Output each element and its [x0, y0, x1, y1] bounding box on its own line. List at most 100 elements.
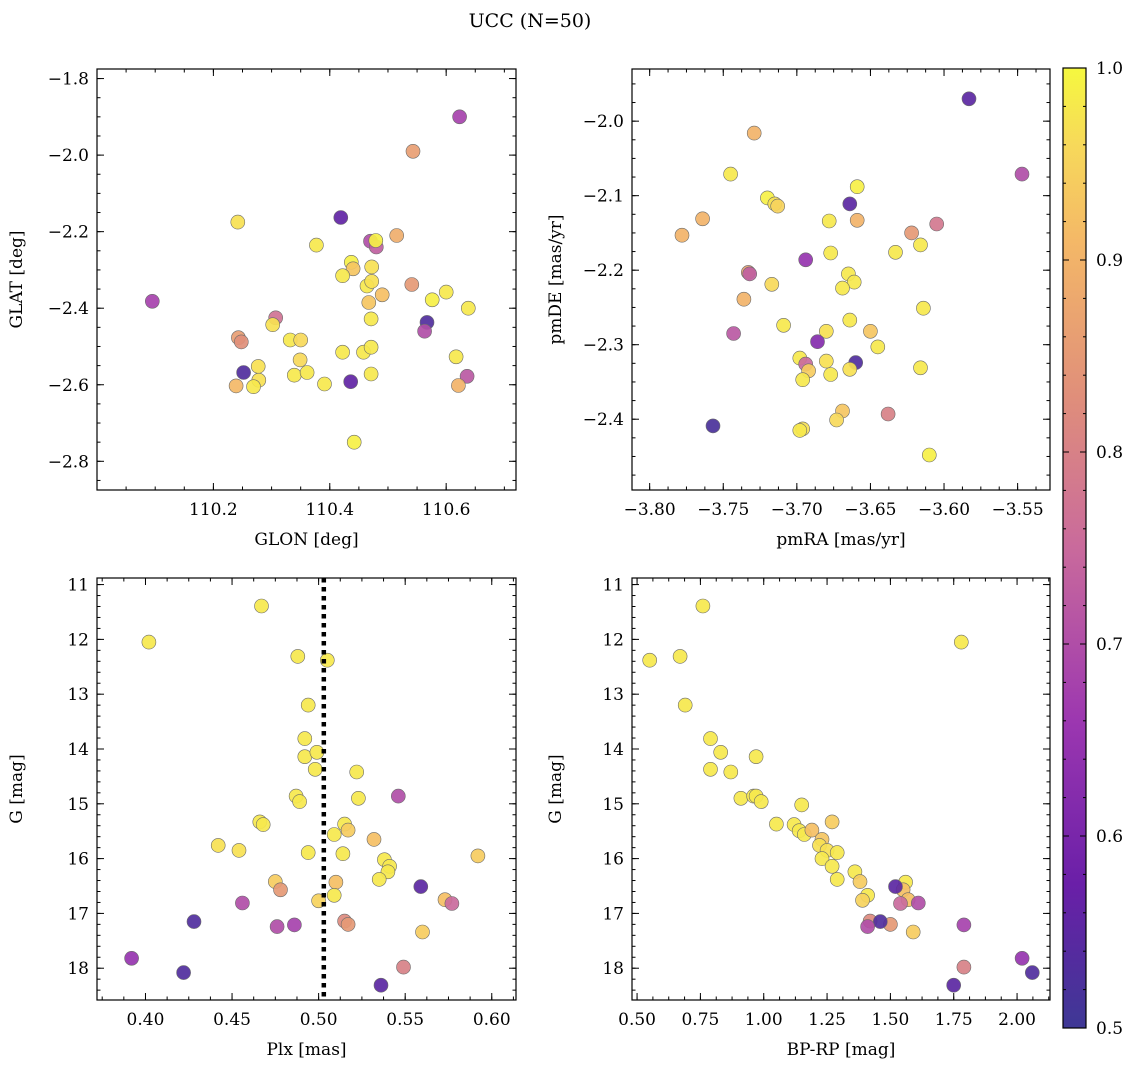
data-point: [810, 334, 825, 350]
data-point: [703, 731, 718, 746]
data-point: [1014, 950, 1030, 966]
y-tick-label: −2.0: [583, 112, 624, 132]
data-point: [946, 977, 962, 993]
data-point: [733, 790, 749, 806]
data-point: [364, 274, 380, 289]
x-tick-label: −3.65: [844, 500, 896, 520]
x-tick-label: −3.55: [992, 500, 1044, 520]
data-point: [269, 919, 285, 934]
data-point: [368, 233, 384, 248]
y-tick-label: −2.6: [48, 376, 89, 396]
data-point: [748, 749, 764, 765]
y-tick-label: −2.2: [48, 223, 89, 243]
x-axis-label: BP-RP [mag]: [787, 1040, 896, 1060]
data-point: [145, 293, 160, 309]
data-point: [746, 125, 762, 141]
data-point: [299, 365, 315, 380]
data-point: [695, 211, 710, 227]
data-point: [904, 225, 919, 241]
y-tick-label: 17: [602, 904, 624, 924]
data-point: [413, 879, 429, 894]
x-tick-label: −3.70: [771, 500, 823, 520]
data-point: [863, 323, 878, 339]
data-point: [326, 827, 342, 842]
y-tick-label: 13: [67, 685, 89, 705]
data-point: [309, 237, 324, 253]
data-point: [764, 276, 780, 292]
data-point: [736, 291, 752, 307]
colorbar-tick-label: 0.8: [1096, 443, 1123, 463]
y-tick-label: 17: [67, 904, 89, 924]
data-point: [705, 418, 721, 434]
x-axis-label: pmRA [mas/yr]: [776, 530, 905, 550]
panel-2: −3.80 −3.75 −3.70 −3.65 −3.60 −3.55 −2.4 −2.3 −2…: [546, 68, 1051, 550]
data-point: [672, 649, 688, 664]
data-point: [300, 845, 316, 860]
y-tick-label: 18: [67, 959, 89, 979]
colorbar-gradient: [1062, 67, 1087, 1029]
data-point: [186, 914, 202, 929]
data-point: [829, 412, 844, 428]
panel-4: 0.50 0.75 1.00 1.25 1.50 1.75 2.00 11 12 13 14 15 16…: [546, 576, 1051, 1060]
data-point: [307, 761, 323, 777]
data-point: [829, 872, 845, 887]
data-point: [880, 406, 896, 422]
data-point: [855, 892, 870, 908]
x-tick-label: 1.50: [871, 1010, 909, 1030]
data-point: [363, 311, 379, 327]
data-point: [1014, 166, 1030, 182]
x-axis-label: GLON [deg]: [254, 530, 358, 550]
data-point: [913, 237, 928, 253]
x-tick-label: 0.50: [300, 1010, 338, 1030]
data-point: [346, 434, 362, 450]
data-point: [448, 349, 464, 365]
data-point: [451, 378, 466, 393]
x-tick-label: 110.2: [189, 500, 238, 520]
data-point: [460, 300, 476, 316]
data-point: [326, 887, 342, 903]
data-point: [273, 882, 288, 898]
x-axis-label: Plx [mas]: [266, 1040, 346, 1060]
data-point: [961, 91, 977, 107]
data-point: [141, 634, 157, 650]
data-point: [230, 214, 246, 230]
colorbar-tick-label: 1.0: [1096, 59, 1123, 79]
data-point: [417, 323, 432, 339]
axes-frame: [96, 68, 517, 491]
data-point: [849, 179, 865, 194]
x-tick-label: 0.60: [473, 1010, 511, 1030]
data-point: [723, 166, 738, 182]
panel-1: 110.2 110.4 110.6 −2.8 −2.6 −2.4 −2.2 −2.0 −1.8 G…: [7, 68, 517, 550]
data-point: [363, 339, 379, 355]
y-axis-label: G [mag]: [7, 754, 27, 823]
data-point: [250, 359, 266, 374]
data-point: [846, 274, 862, 290]
data-point: [956, 959, 972, 975]
data-point: [888, 245, 903, 260]
data-point: [405, 144, 421, 159]
data-point: [726, 326, 741, 341]
data-point: [340, 822, 356, 838]
data-point: [769, 816, 784, 832]
data-point: [893, 896, 908, 911]
data-point: [210, 838, 226, 853]
data-point: [292, 352, 308, 368]
data-point: [842, 361, 858, 377]
data-point: [842, 196, 858, 212]
data-point: [821, 213, 837, 229]
y-tick-label: 16: [67, 850, 89, 870]
y-tick-label: 14: [67, 740, 89, 760]
data-point: [956, 917, 972, 933]
panel-3: 0.40 0.45 0.50 0.55 0.60 11 12 13 14 15 16 17 18 Plx …: [7, 576, 517, 1060]
data-point: [335, 846, 351, 862]
data-point: [371, 872, 387, 887]
data-point: [674, 227, 690, 243]
x-tick-label: 0.50: [618, 1010, 656, 1030]
data-point: [695, 598, 711, 614]
y-tick-label: 13: [602, 685, 624, 705]
data-point: [292, 794, 307, 809]
data-point: [870, 339, 886, 355]
data-point: [286, 367, 302, 383]
data-point: [333, 210, 349, 225]
